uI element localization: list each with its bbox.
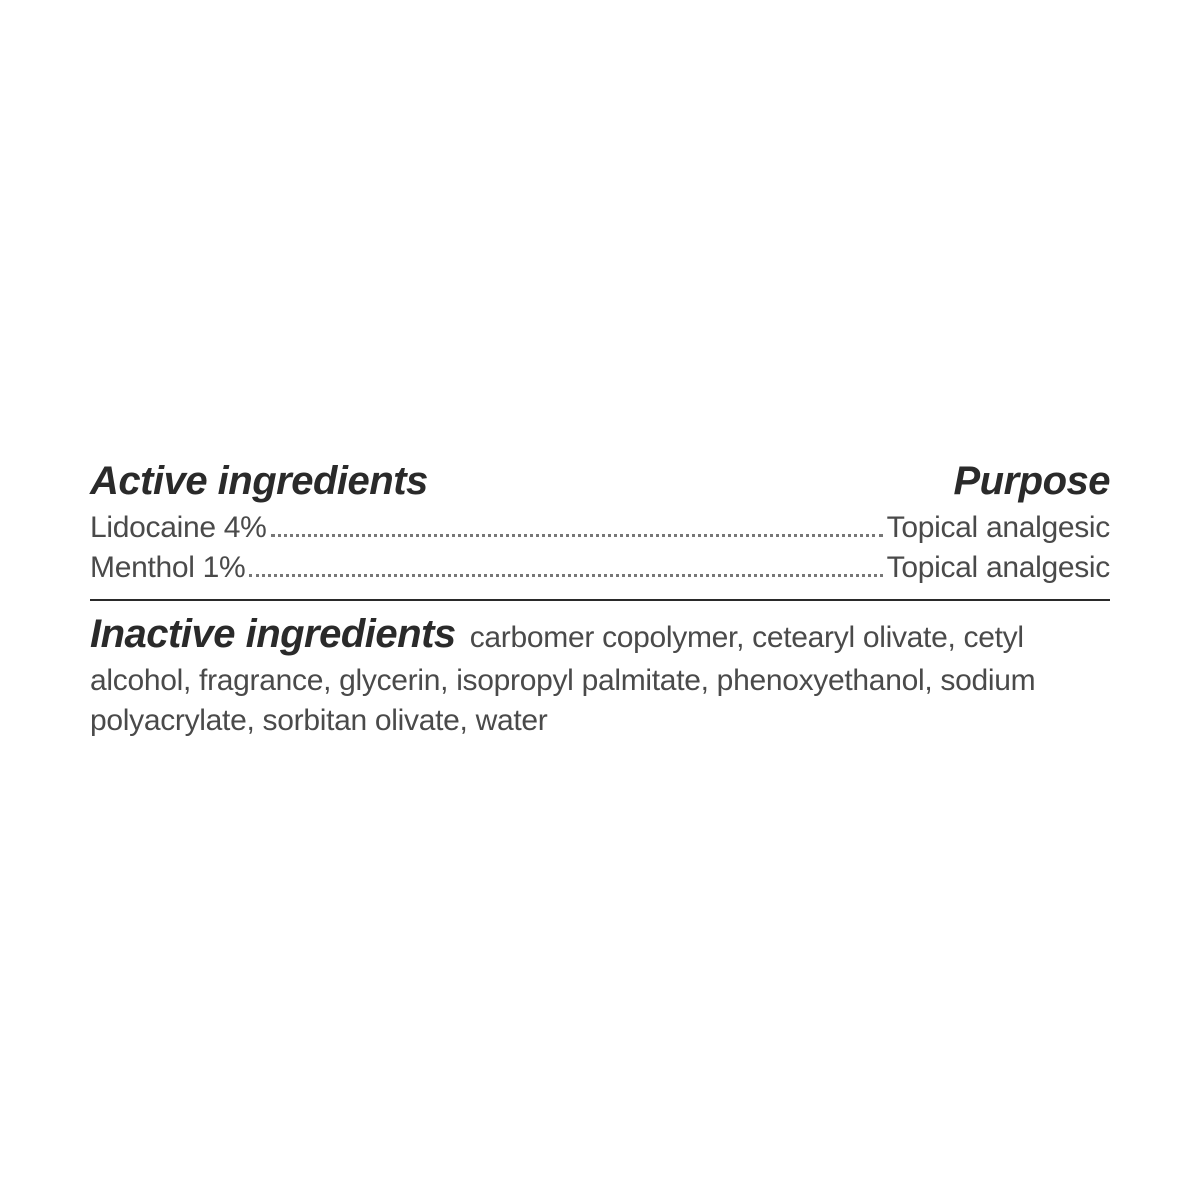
drug-facts-panel: Active ingredients Purpose Lidocaine 4% …	[80, 459, 1120, 742]
purpose-heading: Purpose	[953, 459, 1110, 504]
ingredient-name: Menthol 1%	[90, 548, 245, 589]
inactive-ingredients-block: Inactive ingredients carbomer copolymer,…	[90, 607, 1110, 742]
active-ingredient-row: Lidocaine 4% Topical analgesic	[90, 508, 1110, 549]
active-header-row: Active ingredients Purpose	[90, 459, 1110, 504]
dot-leader	[271, 534, 883, 537]
ingredient-name: Lidocaine 4%	[90, 508, 267, 549]
active-ingredients-heading: Active ingredients	[90, 459, 428, 504]
section-divider	[90, 599, 1110, 601]
dot-leader	[249, 574, 882, 577]
inactive-ingredients-heading: Inactive ingredients	[90, 612, 456, 656]
ingredient-purpose: Topical analgesic	[887, 548, 1110, 589]
ingredient-purpose: Topical analgesic	[887, 508, 1110, 549]
active-ingredient-row: Menthol 1% Topical analgesic	[90, 548, 1110, 589]
